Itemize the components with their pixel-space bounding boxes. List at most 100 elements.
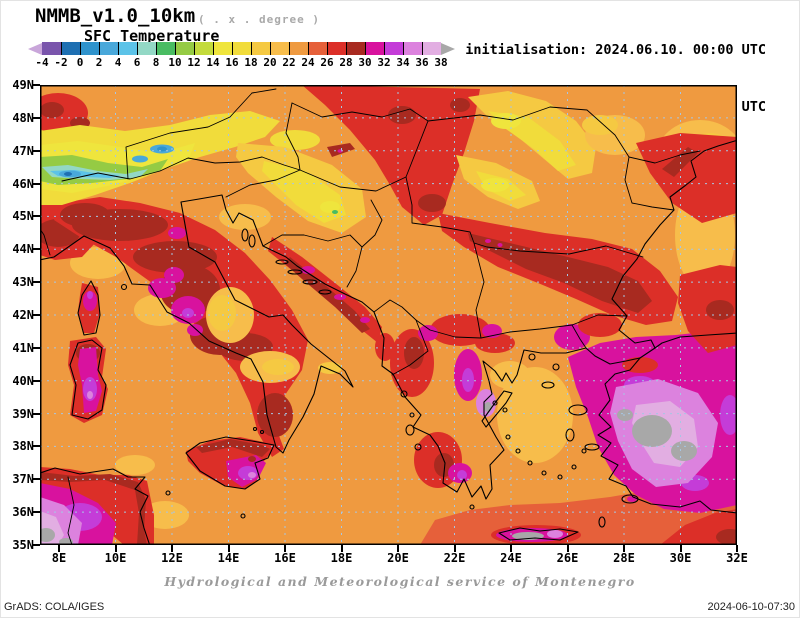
lon-tick [397, 545, 399, 552]
lat-tick [33, 215, 40, 218]
latitude-ticks [33, 84, 40, 546]
island [584, 443, 600, 451]
border [261, 156, 301, 171]
border [628, 150, 701, 164]
lon-tick [453, 545, 456, 552]
island [552, 363, 560, 371]
island [252, 426, 258, 432]
temp-region [87, 391, 93, 399]
temp-region-offscale [671, 441, 697, 461]
lat-tick [33, 511, 40, 514]
lon-tick [566, 545, 569, 552]
colorbar-cell-20 [270, 42, 289, 55]
colorbar-tick-label: -2 [54, 56, 68, 69]
island [302, 279, 318, 285]
colorbar-cell-0 [80, 42, 99, 55]
border [405, 106, 675, 211]
colorbar-cell-34 [403, 42, 422, 55]
coastline-sardinia [69, 339, 107, 420]
colorbar-tick-label: 38 [434, 56, 448, 69]
temp-region [404, 337, 424, 369]
border [67, 476, 75, 546]
temp-region [360, 317, 370, 323]
lat-tick [33, 478, 40, 481]
lon-label-18E: 18E [330, 551, 353, 565]
temp-region [64, 172, 72, 176]
colorbar-cell-30 [365, 42, 384, 55]
temp-region [375, 333, 395, 361]
temp-region [547, 530, 563, 538]
colorbar-tick-label: -4 [35, 56, 49, 69]
island [240, 513, 246, 519]
coastline-sicily [185, 436, 275, 490]
lat-tick [33, 182, 40, 185]
island [318, 289, 332, 295]
temp-region [40, 102, 64, 118]
island [287, 269, 303, 275]
coastline-corsica [77, 280, 101, 336]
island [492, 400, 498, 406]
colorbar-tick-label: 30 [358, 56, 372, 69]
lon-tick [679, 545, 682, 552]
border [225, 169, 301, 198]
lat-label-38N: 38N [12, 439, 34, 454]
colorbar-tick-label: 4 [114, 56, 122, 69]
model-title: NMMB_v1.0_10km [35, 5, 196, 27]
lat-tick [33, 346, 40, 349]
lat-label-35N: 35N [12, 538, 34, 552]
border [571, 314, 628, 326]
colorbar-cell-6 [137, 42, 156, 55]
temp-region [40, 472, 147, 545]
island [469, 504, 475, 510]
island [414, 443, 422, 451]
border [285, 102, 301, 171]
temp-region [60, 203, 110, 227]
colorbar-cell-18 [251, 42, 270, 55]
colorbar-tick-label: 22 [282, 56, 296, 69]
temp-region [450, 98, 470, 112]
lat-tick [33, 412, 40, 415]
temp-region [157, 146, 167, 152]
temp-region [219, 204, 271, 230]
border [262, 199, 383, 248]
temp-region [83, 377, 97, 401]
lat-tick [33, 281, 40, 284]
lon-tick [227, 545, 230, 552]
lon-label-24E: 24E [500, 551, 522, 565]
border [391, 319, 429, 376]
island [259, 429, 265, 435]
colorbar-tick-label: 10 [168, 56, 182, 69]
colorbar-cell-16 [232, 42, 251, 55]
temp-alps-cold-band [40, 111, 320, 205]
island [400, 390, 408, 398]
colorbar-tick-label: 6 [133, 56, 141, 69]
lon-label-14E: 14E [217, 551, 240, 565]
lat-tick [33, 248, 40, 251]
island [120, 283, 128, 291]
lat-tick [33, 84, 40, 86]
temp-carpathians [456, 91, 645, 209]
border [473, 242, 485, 339]
lat-label-43N: 43N [12, 275, 34, 290]
lat-tick [33, 116, 40, 119]
colorbar-tick-label: 20 [263, 56, 277, 69]
temp-region-offscale [632, 415, 672, 447]
lat-label-45N: 45N [12, 209, 34, 224]
colorbar-above-arrow [441, 42, 455, 55]
temp-region [238, 466, 258, 480]
island [565, 428, 575, 442]
lat-tick [33, 544, 40, 546]
lon-label-26E: 26E [556, 551, 579, 565]
border [480, 324, 587, 349]
lat-label-39N: 39N [12, 406, 34, 421]
temp-region [168, 227, 186, 239]
colorbar-cell-24 [308, 42, 327, 55]
lon-tick [171, 545, 173, 552]
island [557, 474, 563, 480]
lat-label-48N: 48N [12, 110, 34, 125]
lon-label-30E: 30E [669, 551, 692, 565]
temp-region [132, 155, 148, 163]
island [505, 434, 511, 440]
temp-region [388, 106, 416, 124]
lon-tick [340, 545, 343, 552]
